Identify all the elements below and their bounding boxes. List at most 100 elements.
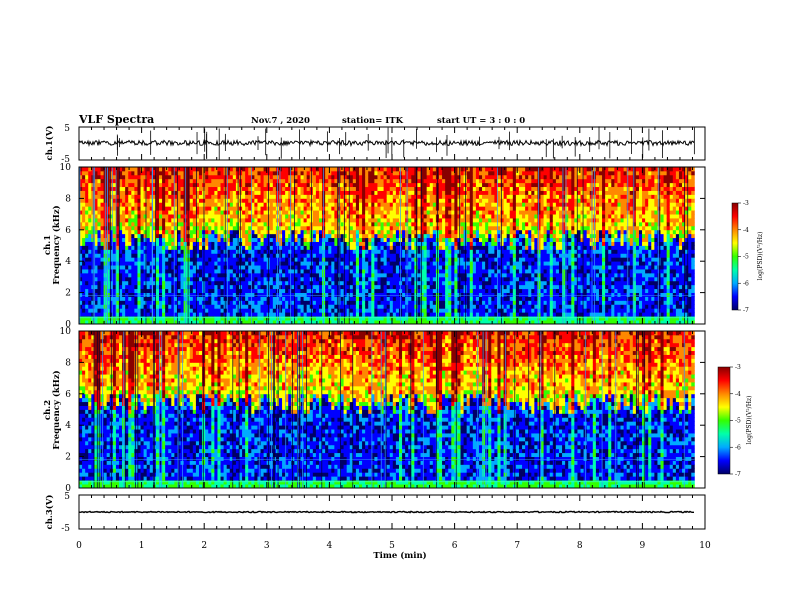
ch1-spec-cell bbox=[106, 253, 111, 258]
ch1-spec-cell bbox=[383, 316, 388, 321]
ch1-spec-cell bbox=[402, 292, 406, 297]
ch1-spec-cell bbox=[168, 308, 172, 313]
ch1-spec-cell bbox=[177, 178, 181, 184]
ch1-spec-cell bbox=[211, 316, 215, 321]
ch1-spec-cell bbox=[254, 241, 258, 246]
ch1-spec-cell bbox=[263, 249, 268, 254]
ch1-spec-cell bbox=[411, 300, 415, 305]
ch1-spec-cell bbox=[205, 253, 209, 258]
ch1-spec-cell bbox=[282, 284, 286, 290]
ch1-spec-cell bbox=[134, 269, 138, 274]
ch1-spec-cell bbox=[442, 284, 446, 290]
ch1-spec-cell bbox=[445, 320, 449, 325]
ch1-spec-cell bbox=[248, 269, 252, 274]
ch1-spec-cell bbox=[297, 225, 301, 231]
ch1-spec-cell bbox=[331, 288, 335, 294]
ch1-spec-cell bbox=[451, 316, 455, 321]
ch1-spec-cell bbox=[352, 221, 357, 227]
ch1-spec-cell bbox=[291, 206, 295, 211]
ch1-spec-cell bbox=[269, 249, 274, 254]
ch1-spec-cell bbox=[300, 174, 305, 180]
ch1-spec-cell bbox=[423, 316, 428, 321]
ch1-spec-cell bbox=[294, 304, 298, 309]
ch1-spec-cell bbox=[420, 265, 424, 270]
ch1-spec-cell bbox=[343, 178, 348, 184]
ch1-spec-cell bbox=[159, 178, 163, 184]
ch1-spec-cell bbox=[346, 190, 351, 195]
ch1-spec-cell bbox=[432, 288, 437, 294]
ch1-spec-cell bbox=[442, 253, 446, 258]
ch1-spec-cell bbox=[411, 280, 415, 286]
ch1-spec-cell bbox=[408, 276, 412, 282]
ch1-spec-cell bbox=[88, 198, 92, 203]
ch1-spec-cell bbox=[392, 280, 397, 286]
ch1-spec-cell bbox=[106, 178, 111, 184]
ch1-spec-cell bbox=[152, 304, 157, 309]
ch1-spec-cell bbox=[371, 245, 375, 250]
ch1-spec-cell bbox=[346, 182, 351, 188]
ch1-spec-cell bbox=[282, 249, 286, 254]
ch1-spec-cell bbox=[426, 206, 431, 211]
ch1-spec-cell bbox=[432, 167, 437, 172]
ch1-spec-cell bbox=[211, 257, 215, 262]
ch1-spec-cell bbox=[226, 261, 231, 266]
ch1-spec-cell bbox=[423, 225, 428, 231]
ch1-spec-cell bbox=[168, 245, 172, 250]
ch1-spec-cell bbox=[192, 245, 197, 250]
ch1-spec-cell bbox=[322, 261, 326, 266]
ch1-spec-cell bbox=[152, 186, 157, 191]
ch1-spec-cell bbox=[131, 178, 135, 184]
ch1-spec-cell bbox=[315, 214, 320, 219]
ch1-spec-cell bbox=[152, 218, 157, 223]
ch1-spec-cell bbox=[278, 198, 283, 203]
ch1-spec-cell bbox=[374, 202, 378, 207]
ch1-spec-cell bbox=[217, 214, 221, 219]
ch1-spec-cell bbox=[254, 316, 258, 321]
ch1-spec-cell bbox=[423, 292, 428, 297]
ch1-spec-cell bbox=[445, 249, 449, 254]
ch1-spec-cell bbox=[355, 312, 360, 317]
ch1-spec-cell bbox=[229, 261, 234, 266]
ch1-spec-cell bbox=[159, 292, 163, 297]
ch1-spec-cell bbox=[398, 194, 403, 199]
ch1-spec-cell bbox=[374, 257, 378, 262]
ch1-spec-cell bbox=[260, 190, 265, 195]
ch1-spec-cell bbox=[368, 272, 372, 278]
ch1-spec-cell bbox=[389, 296, 394, 301]
ch1-spec-cell bbox=[306, 288, 311, 294]
ch1-spec-cell bbox=[411, 225, 415, 231]
ch1-spec-cell bbox=[119, 225, 123, 231]
ch1-spec-cell bbox=[208, 170, 212, 176]
ch1-spec-cell bbox=[229, 312, 234, 317]
ch1-spec-cell bbox=[155, 202, 160, 207]
ch1-spec-cell bbox=[211, 249, 215, 254]
ch1-spec-cell bbox=[315, 261, 320, 266]
ch1-spec-cell bbox=[263, 296, 268, 301]
ch1-spec-cell bbox=[137, 280, 141, 286]
ch1-spec-cell bbox=[134, 218, 138, 223]
ch1-spec-cell bbox=[195, 174, 200, 180]
ch1-spec-cell bbox=[174, 210, 178, 215]
ch1-spec-cell bbox=[448, 241, 452, 246]
ch1-spec-cell bbox=[149, 178, 154, 184]
ch1-spec-cell bbox=[248, 214, 252, 219]
ch1-spec-cell bbox=[278, 214, 283, 219]
ch1-spec-cell bbox=[297, 308, 301, 313]
ch1-spec-cell bbox=[423, 308, 428, 313]
ch1-spec-cell bbox=[288, 241, 292, 246]
ch1-spec-cell bbox=[328, 198, 332, 203]
ch1-spec-cell bbox=[251, 261, 255, 266]
ch1-spec-cell bbox=[189, 288, 194, 294]
ch1-spec-cell bbox=[146, 202, 151, 207]
ch1-spec-cell bbox=[340, 245, 345, 250]
ch1-spec-cell bbox=[143, 218, 148, 223]
ch1-spec-cell bbox=[180, 174, 185, 180]
ch1-spec-cell bbox=[395, 300, 400, 305]
ch1-spec-cell bbox=[165, 202, 169, 207]
ch1-spec-cell bbox=[383, 272, 388, 278]
ch1-spec-cell bbox=[411, 174, 415, 180]
ch1-spec-cell bbox=[365, 261, 369, 266]
ch1-spec-cell bbox=[383, 288, 388, 294]
ch1-spec-cell bbox=[180, 308, 185, 313]
ch1-spec-cell bbox=[300, 261, 305, 266]
